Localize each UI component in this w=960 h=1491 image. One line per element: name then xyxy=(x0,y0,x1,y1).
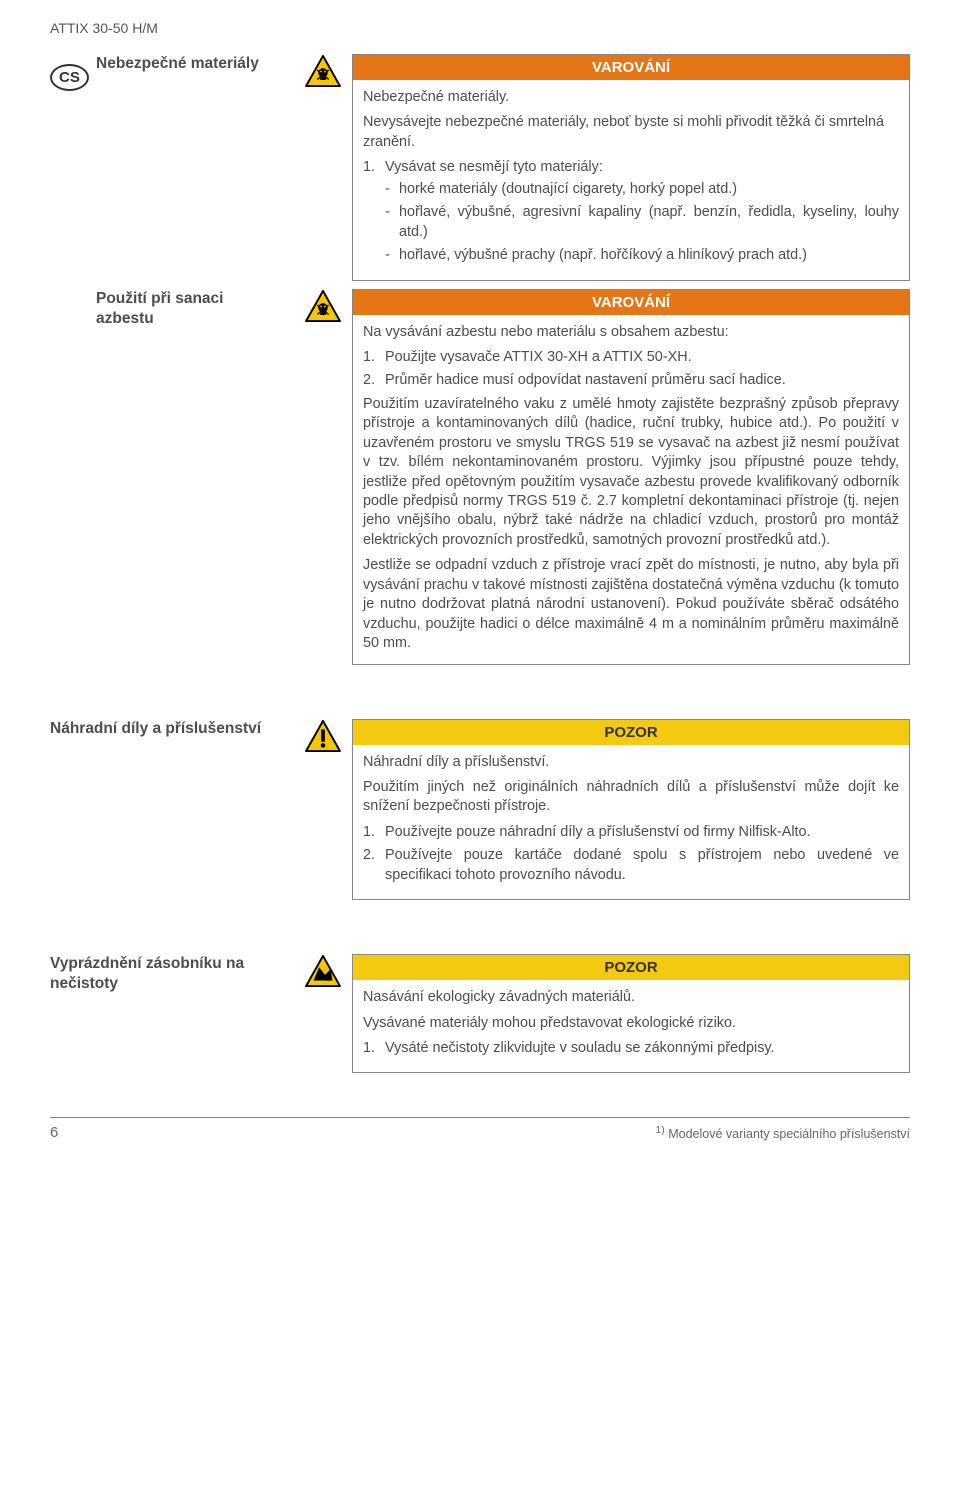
empty-line2: Vysávané materiály mohou představovat ek… xyxy=(363,1014,899,1033)
caution-banner: POZOR xyxy=(353,955,909,980)
language-badge: CS xyxy=(50,64,89,91)
page-footer: 6 1) Modelové varianty speciálního přísl… xyxy=(50,1117,910,1141)
spare-item1: 1.Používejte pouze náhradní díly a přísl… xyxy=(363,823,899,842)
caution-box: POZOR Náhradní díly a příslušenství. Pou… xyxy=(352,719,910,901)
asbestos-intro: Na vysávání azbestu nebo materiálu s obs… xyxy=(363,323,899,342)
bullet: hořlavé, výbušné, agresivní kapaliny (na… xyxy=(385,203,899,242)
page-number: 6 xyxy=(50,1124,58,1141)
list-intro-text: Vysávat se nesmějí tyto materiály: xyxy=(385,159,603,175)
section-empty-container: Vyprázdnění zásobníku na nečistoty POZOR… xyxy=(50,954,910,1073)
warning-environment-icon xyxy=(304,954,342,988)
empty-line1: Nasávání ekologicky závadných materiálů. xyxy=(363,988,899,1007)
warn-line1: Nebezpečné materiály. xyxy=(363,88,899,107)
caution-box: POZOR Nasávání ekologicky závadných mate… xyxy=(352,954,910,1073)
section-title: Použití při sanaci azbestu xyxy=(96,289,280,329)
section-title: Vyprázdnění zásobníku na nečistoty xyxy=(50,954,280,994)
warning-box: VAROVÁNÍ Nebezpečné materiály. Nevysávej… xyxy=(352,54,910,281)
caution-banner: POZOR xyxy=(353,720,909,745)
warning-banner: VAROVÁNÍ xyxy=(353,55,909,80)
model-label: ATTIX 30-50 H/M xyxy=(50,20,910,36)
asbestos-item2: 2.Průměr hadice musí odpovídat nastavení… xyxy=(363,371,899,390)
asbestos-item1: 1.Použijte vysavače ATTIX 30-XH a ATTIX … xyxy=(363,348,899,367)
bullet: hořlavé, výbušné prachy (např. hořčíkový… xyxy=(385,246,899,265)
warning-banner: VAROVÁNÍ xyxy=(353,290,909,315)
bullet: horké materiály (doutnající cigarety, ho… xyxy=(385,180,899,199)
section-spare-parts: Náhradní díly a příslušenství POZOR Náhr… xyxy=(50,719,910,901)
footnote: 1) Modelové varianty speciálního přísluš… xyxy=(655,1125,910,1141)
section-title: Náhradní díly a příslušenství xyxy=(50,719,280,739)
spare-line1: Náhradní díly a příslušenství. xyxy=(363,753,899,772)
spare-item2: 2.Používejte pouze kartáče dodané spolu … xyxy=(363,846,899,885)
list-num: 1. xyxy=(363,158,375,177)
warn-list-intro: 1. Vysávat se nesmějí tyto materiály: ho… xyxy=(363,158,899,265)
section-asbestos: Použití při sanaci azbestu VAROVÁNÍ Na v… xyxy=(50,289,910,665)
warn-line2: Nevysávejte nebezpečné materiály, neboť … xyxy=(363,113,899,152)
asbestos-para2: Jestliže se odpadní vzduch z přístroje v… xyxy=(363,556,899,653)
warning-exclamation-icon xyxy=(304,719,342,753)
hazard-skull-icon xyxy=(304,289,342,323)
warning-box: VAROVÁNÍ Na vysávání azbestu nebo materi… xyxy=(352,289,910,665)
page-header: ATTIX 30-50 H/M xyxy=(50,20,910,36)
empty-item1: 1.Vysáté nečistoty zlikvidujte v souladu… xyxy=(363,1039,899,1058)
section-title: Nebezpečné materiály xyxy=(96,54,259,74)
section-hazardous-materials: CS Nebezpečné materiály VAROVÁNÍ Nebezpe… xyxy=(50,54,910,281)
spare-line2: Použitím jiných než originálních náhradn… xyxy=(363,778,899,817)
asbestos-para1: Použitím uzavíratelného vaku z umělé hmo… xyxy=(363,395,899,551)
hazard-skull-icon xyxy=(304,54,342,88)
